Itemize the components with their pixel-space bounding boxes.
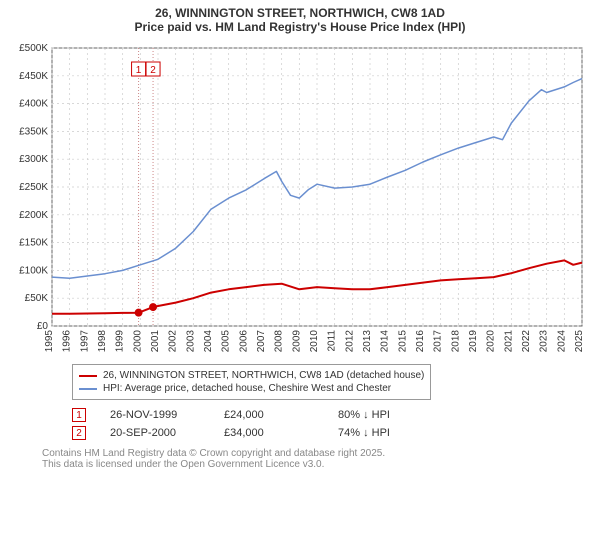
x-tick-label: 2007	[256, 330, 267, 353]
event-num-box: 2	[72, 426, 86, 440]
x-tick-label: 2004	[203, 330, 214, 353]
marker-label-num: 2	[150, 65, 156, 76]
event-row: 2 20-SEP-2000 £34,000 74% ↓ HPI	[72, 424, 588, 442]
title-line-1: 26, WINNINGTON STREET, NORTHWICH, CW8 1A…	[0, 6, 600, 20]
x-tick-label: 2005	[221, 330, 232, 353]
x-tick-label: 2014	[380, 330, 391, 353]
y-tick-label: £300K	[19, 154, 48, 165]
y-tick-label: £350K	[19, 126, 48, 137]
legend-row: 26, WINNINGTON STREET, NORTHWICH, CW8 1A…	[79, 369, 424, 382]
title-line-2: Price paid vs. HM Land Registry's House …	[0, 20, 600, 34]
x-tick-label: 2022	[521, 330, 532, 353]
x-tick-label: 2024	[556, 330, 567, 353]
x-tick-label: 1996	[62, 330, 73, 353]
y-tick-label: £450K	[19, 71, 48, 82]
x-tick-label: 2006	[238, 330, 249, 353]
x-tick-label: 2016	[415, 330, 426, 353]
y-tick-label: £200K	[19, 210, 48, 221]
marker-point	[135, 309, 142, 316]
y-tick-label: £250K	[19, 182, 48, 193]
chart-area: £0£50K£100K£150K£200K£250K£300K£350K£400…	[10, 40, 590, 360]
x-tick-label: 1998	[97, 330, 108, 353]
footer-line-1: Contains HM Land Registry data © Crown c…	[42, 448, 588, 459]
event-delta: 80% ↓ HPI	[338, 409, 428, 421]
event-list: 1 26-NOV-1999 £24,000 80% ↓ HPI 2 20-SEP-2000…	[72, 406, 588, 442]
event-price: £24,000	[224, 409, 314, 421]
event-date: 26-NOV-1999	[110, 409, 200, 421]
event-date: 20-SEP-2000	[110, 427, 200, 439]
x-tick-label: 2025	[574, 330, 585, 353]
x-tick-label: 2023	[539, 330, 550, 353]
marker-label-num: 1	[136, 65, 142, 76]
x-tick-label: 2009	[291, 330, 302, 353]
event-price: £34,000	[224, 427, 314, 439]
x-tick-label: 1995	[44, 330, 55, 353]
x-tick-label: 2021	[503, 330, 514, 353]
legend-label: 26, WINNINGTON STREET, NORTHWICH, CW8 1A…	[103, 370, 424, 381]
x-tick-label: 2012	[344, 330, 355, 353]
x-tick-label: 2008	[274, 330, 285, 353]
chart-title-block: 26, WINNINGTON STREET, NORTHWICH, CW8 1A…	[0, 0, 600, 34]
x-tick-label: 2018	[450, 330, 461, 353]
event-delta: 74% ↓ HPI	[338, 427, 428, 439]
x-tick-label: 2020	[486, 330, 497, 353]
x-tick-label: 2003	[185, 330, 196, 353]
x-tick-label: 2017	[433, 330, 444, 353]
x-tick-label: 2013	[362, 330, 373, 353]
legend-box: 26, WINNINGTON STREET, NORTHWICH, CW8 1A…	[72, 364, 431, 400]
y-tick-label: £50K	[25, 293, 49, 304]
legend-label: HPI: Average price, detached house, Ches…	[103, 383, 391, 394]
legend-swatch	[79, 388, 97, 390]
line-chart-svg: £0£50K£100K£150K£200K£250K£300K£350K£400…	[10, 40, 590, 360]
marker-point	[150, 304, 157, 311]
legend-row: HPI: Average price, detached house, Ches…	[79, 382, 424, 395]
x-tick-label: 2001	[150, 330, 161, 353]
y-tick-label: £400K	[19, 99, 48, 110]
x-tick-label: 2000	[132, 330, 143, 353]
event-row: 1 26-NOV-1999 £24,000 80% ↓ HPI	[72, 406, 588, 424]
footer-attribution: Contains HM Land Registry data © Crown c…	[42, 448, 588, 470]
x-tick-label: 2015	[397, 330, 408, 353]
x-tick-label: 1997	[79, 330, 90, 353]
x-tick-label: 2019	[468, 330, 479, 353]
x-tick-label: 2011	[327, 330, 338, 352]
legend-swatch	[79, 375, 97, 377]
x-tick-label: 1999	[115, 330, 126, 353]
y-tick-label: £500K	[19, 43, 48, 54]
y-tick-label: £150K	[19, 238, 48, 249]
y-tick-label: £100K	[19, 265, 48, 276]
x-tick-label: 2010	[309, 330, 320, 353]
footer-line-2: This data is licensed under the Open Gov…	[42, 459, 588, 470]
x-tick-label: 2002	[168, 330, 179, 353]
event-num-box: 1	[72, 408, 86, 422]
